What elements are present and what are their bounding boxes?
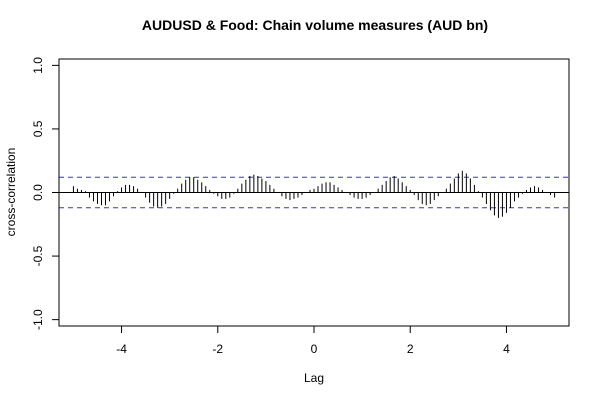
- x-tick-label: 4: [503, 342, 510, 356]
- x-axis-label: Lag: [304, 371, 324, 385]
- y-tick-label: 1.0: [31, 57, 45, 74]
- x-tick-label: -2: [212, 342, 223, 356]
- y-tick-label: -0.5: [31, 245, 45, 266]
- x-tick-label: -4: [116, 342, 127, 356]
- y-tick-label: -1.0: [31, 309, 45, 330]
- x-tick-label: 2: [407, 342, 414, 356]
- chart-title: AUDUSD & Food: Chain volume measures (AU…: [142, 17, 488, 33]
- bars-group: [72, 170, 556, 218]
- y-tick-label: 0.0: [31, 184, 45, 201]
- y-axis-label: cross-correlation: [4, 148, 18, 237]
- x-ticks-group: -4 -2 0 2 4: [116, 326, 510, 356]
- y-ticks-group: -1.0 -0.5 0.0 0.5 1.0: [31, 57, 59, 330]
- y-tick-label: 0.5: [31, 120, 45, 137]
- x-tick-label: 0: [311, 342, 318, 356]
